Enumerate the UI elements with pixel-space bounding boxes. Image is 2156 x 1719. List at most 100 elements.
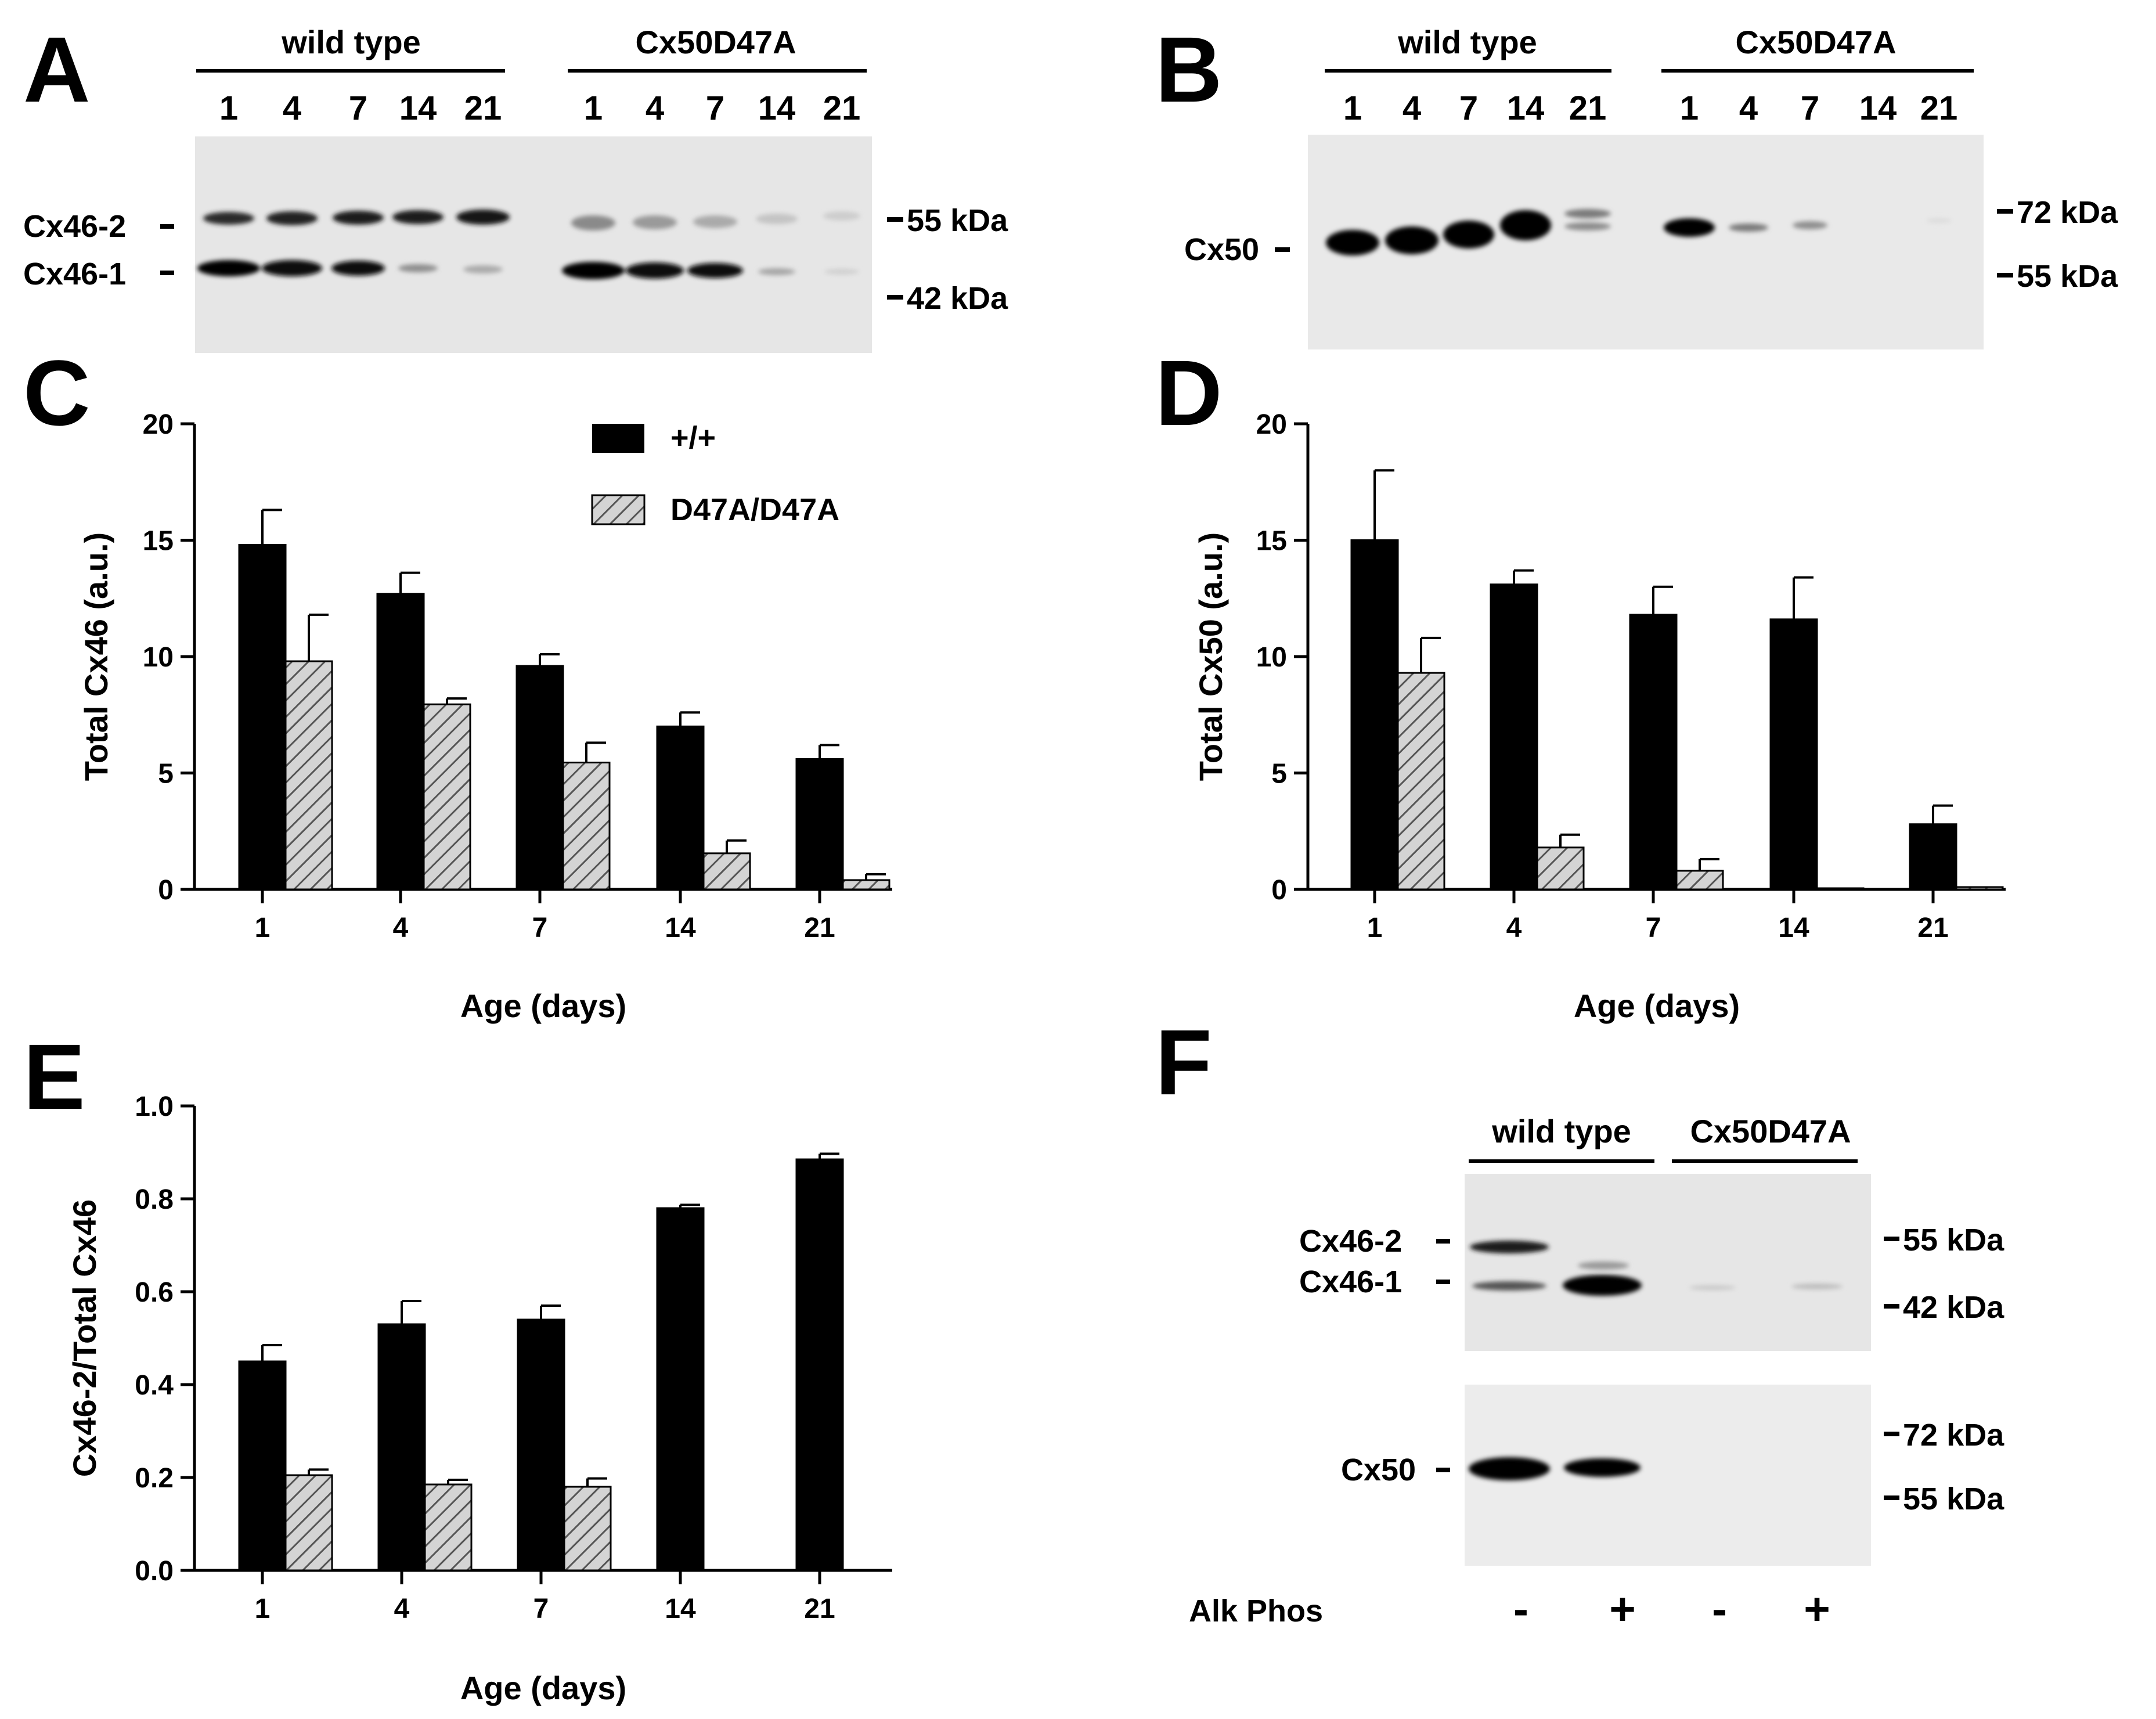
bar-d47a xyxy=(284,660,333,891)
bar-d47a xyxy=(563,1486,612,1572)
bar-d47a xyxy=(842,879,890,891)
blot-b-group-mutant: Cx50D47A xyxy=(1735,24,1896,60)
blot-a-bands xyxy=(197,210,860,279)
panel-label-e: E xyxy=(23,1025,85,1129)
blot-f-label-cx50: Cx50 xyxy=(1341,1453,1416,1487)
blot-a-label-cx46-1: Cx46-1 xyxy=(23,257,126,291)
y-tick-label: 0 xyxy=(158,875,174,906)
bar-wild-type xyxy=(376,593,425,891)
blot-b-lane: 21 xyxy=(1920,89,1958,127)
y-tick-label: 20 xyxy=(1256,409,1287,440)
x-tick-label: 4 xyxy=(1506,913,1522,943)
blot-a-lane: 7 xyxy=(706,89,724,127)
y-tick-label: 5 xyxy=(1271,759,1287,790)
bar-wild-type xyxy=(517,1318,565,1572)
x-axis-title: Age (days) xyxy=(460,1670,626,1706)
panel-label-f: F xyxy=(1155,1010,1212,1114)
panel-label-b: B xyxy=(1155,17,1223,121)
bar-wild-type xyxy=(515,665,564,891)
blot-a: wild type Cx50D47A 1 4 7 14 21 1 4 7 14 … xyxy=(23,24,1008,353)
blot-b: wild type Cx50D47A 1 4 7 14 21 1 4 7 14 … xyxy=(1184,24,2118,349)
bar-d47a xyxy=(1675,870,1724,891)
blot-a-lane: 4 xyxy=(283,89,301,127)
y-tick-label: 0.4 xyxy=(135,1370,174,1401)
y-tick-label: 1.0 xyxy=(135,1091,174,1122)
blot-f-upper-membrane xyxy=(1465,1174,1871,1351)
bar-wild-type xyxy=(238,544,287,891)
bar-wild-type xyxy=(1909,823,1957,891)
x-tick-label: 1 xyxy=(255,1594,271,1624)
blot-f-group-wild-type: wild type xyxy=(1491,1113,1631,1149)
legend-swatch-wild-type xyxy=(592,424,644,453)
bar-wild-type xyxy=(656,1207,705,1572)
blot-b-lane: 7 xyxy=(1801,89,1819,127)
blot-b-label-cx50: Cx50 xyxy=(1184,232,1259,267)
blot-a-lane: 14 xyxy=(399,89,437,127)
y-tick-label: 0.0 xyxy=(135,1556,174,1587)
blot-b-group-wild-type: wild type xyxy=(1397,24,1537,60)
blot-f-lower-marker-72: 72 kDa xyxy=(1903,1418,2004,1453)
bar-d47a xyxy=(1955,886,2004,891)
bar-wild-type xyxy=(795,1158,844,1572)
y-axis-title: Cx46-2/Total Cx46 xyxy=(66,1199,103,1477)
blot-b-lane: 14 xyxy=(1507,89,1545,127)
bar-d47a xyxy=(562,761,611,891)
y-tick-label: 0.6 xyxy=(135,1277,174,1308)
blot-b-lane: 4 xyxy=(1739,89,1758,127)
y-tick-label: 0 xyxy=(1271,875,1287,906)
panel-label-c: C xyxy=(23,341,91,445)
y-axis-title: Total Cx46 (a.u.) xyxy=(78,532,114,781)
bar-wild-type xyxy=(238,1360,287,1572)
blot-f-upper-marker-42: 42 kDa xyxy=(1903,1290,2004,1325)
blot-b-marker-55: 55 kDa xyxy=(2017,259,2118,294)
x-tick-label: 7 xyxy=(1646,913,1661,943)
blot-b-lane: 7 xyxy=(1459,89,1478,127)
y-tick-label: 10 xyxy=(143,642,174,673)
blot-b-bands xyxy=(1326,209,1952,255)
blot-a-lane: 21 xyxy=(823,89,861,127)
bar-wild-type xyxy=(1490,583,1538,891)
bar-wild-type xyxy=(1629,614,1678,891)
y-tick-label: 5 xyxy=(158,759,174,790)
y-tick-label: 15 xyxy=(143,526,174,557)
x-tick-label: 21 xyxy=(1917,913,1948,943)
blot-f-treatment-sign: - xyxy=(1513,1583,1528,1634)
bar-wild-type xyxy=(656,725,705,891)
blot-b-lane: 1 xyxy=(1343,89,1362,127)
y-tick-label: 20 xyxy=(143,409,174,440)
blot-b-marker-72: 72 kDa xyxy=(2017,195,2118,230)
y-tick-label: 10 xyxy=(1256,642,1287,673)
blot-a-group-mutant: Cx50D47A xyxy=(635,24,796,60)
bar-d47a xyxy=(702,852,751,891)
blot-a-marker-55: 55 kDa xyxy=(907,203,1008,238)
blot-a-lane: 21 xyxy=(464,89,502,127)
x-tick-label: 14 xyxy=(1778,913,1809,943)
blot-f-treatment-sign: + xyxy=(1609,1583,1636,1634)
panel-label-a: A xyxy=(23,17,91,121)
blot-f-lower-bands xyxy=(1469,1457,1641,1480)
y-tick-label: 15 xyxy=(1256,526,1287,557)
blot-a-lane: 7 xyxy=(349,89,367,127)
y-tick-label: 0.2 xyxy=(135,1463,174,1494)
blot-b-lane: 4 xyxy=(1403,89,1421,127)
blot-f-treatment-label: Alk Phos xyxy=(1189,1594,1323,1628)
x-tick-label: 4 xyxy=(394,1594,410,1624)
x-tick-label: 21 xyxy=(804,1594,835,1624)
blot-b-lane: 14 xyxy=(1859,89,1897,127)
x-tick-label: 14 xyxy=(665,913,696,943)
x-tick-label: 21 xyxy=(804,913,835,943)
blot-f-label-cx46-1: Cx46-1 xyxy=(1299,1264,1402,1299)
bar-d47a xyxy=(1536,846,1585,891)
blot-a-group-wild-type: wild type xyxy=(281,24,421,60)
bar-d47a xyxy=(423,703,471,891)
blot-f-treatment-sign: - xyxy=(1712,1583,1727,1634)
x-axis-title: Age (days) xyxy=(460,988,626,1024)
x-axis-title: Age (days) xyxy=(1574,988,1740,1024)
y-tick-label: 0.8 xyxy=(135,1184,174,1215)
blot-f-upper-marker-55: 55 kDa xyxy=(1903,1223,2004,1257)
blot-a-lane: 1 xyxy=(219,89,238,127)
